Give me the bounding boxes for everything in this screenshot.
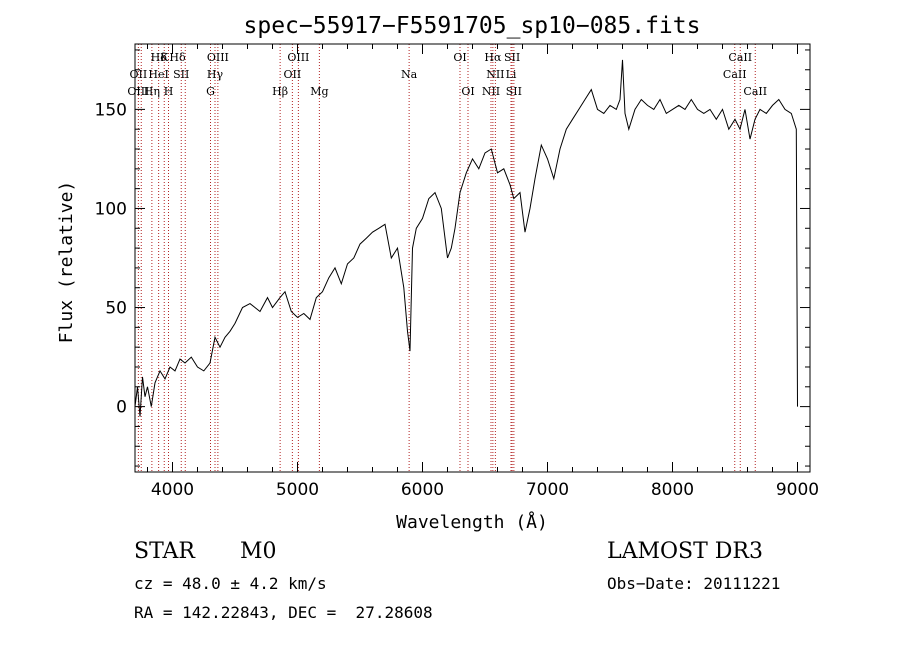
- y-tick-label: 150: [95, 100, 127, 120]
- spectral-line-label: G: [206, 85, 215, 98]
- spectral-line-label: SII: [173, 68, 189, 81]
- spectral-line-label: Na: [401, 68, 418, 81]
- spectral-line-label: K: [160, 51, 169, 64]
- x-axis-ticks: 4000 5000 6000 7000 8000 9000: [147, 44, 819, 500]
- y-tick-label: 0: [116, 398, 127, 418]
- spectral-line-label: Hβ: [272, 85, 288, 98]
- spectral-line-label: Hδ: [151, 51, 168, 64]
- x-axis-label: Wavelength (Å): [396, 511, 548, 533]
- spectral-line-label: SII: [504, 51, 520, 64]
- y-axis-label: Flux (relative): [56, 181, 77, 344]
- y-tick-label: 50: [105, 299, 127, 319]
- object-class: STAR: [134, 539, 195, 564]
- x-tick-label: 4000: [151, 480, 194, 500]
- chart-title: spec−55917−F5591705_sp10−085.fits: [244, 13, 701, 39]
- spectral-line-label: CaII: [743, 85, 767, 98]
- spectral-line-label: OIII: [127, 85, 149, 98]
- observation-date: Obs−Date: 20111221: [607, 574, 781, 593]
- x-tick-label: 9000: [776, 480, 819, 500]
- spectral-line-label: OII: [130, 68, 148, 81]
- spectral-line-label: OIII: [287, 51, 309, 64]
- spectral-line-label: OI: [461, 85, 474, 98]
- spectral-line-label: Hα: [484, 51, 502, 64]
- spectral-line-label: SII: [506, 85, 522, 98]
- spectral-line-label: CaII: [723, 68, 747, 81]
- spectral-line-label: CaII: [728, 51, 752, 64]
- redshift-velocity: cz = 48.0 ± 4.2 km/s: [134, 574, 327, 593]
- spectral-line-label: Li: [506, 68, 517, 81]
- spectral-line-label: Hδ: [169, 51, 186, 64]
- object-subclass: M0: [240, 539, 277, 564]
- x-tick-label: 6000: [401, 480, 444, 500]
- spectral-line-label: NII: [482, 85, 500, 98]
- x-tick-label: 7000: [526, 480, 569, 500]
- spectral-line-markers: [137, 44, 756, 472]
- spectral-line-label: Mg: [310, 85, 328, 98]
- survey-name: LAMOST DR3: [607, 539, 763, 564]
- plot-frame: [134, 43, 811, 473]
- spectral-line-label: OIII: [207, 51, 229, 64]
- x-tick-label: 8000: [651, 480, 694, 500]
- y-tick-label: 100: [95, 199, 127, 219]
- spectral-line-label: OI: [453, 51, 466, 64]
- spectral-line-label: OII: [284, 68, 302, 81]
- spectral-line-label: Hγ: [207, 68, 224, 81]
- flux-series-line: [134, 59, 798, 417]
- spectral-line-label: NII: [486, 68, 504, 81]
- spectral-line-label: Hη: [144, 85, 160, 98]
- y-axis-ticks: 0 50 100 150: [95, 49, 810, 467]
- spectral-line-label: H: [164, 85, 174, 98]
- x-tick-label: 5000: [276, 480, 319, 500]
- spectral-line-label: HeI: [148, 68, 168, 81]
- ra-dec-coordinates: RA = 142.22843, DEC = 27.28608: [134, 603, 433, 622]
